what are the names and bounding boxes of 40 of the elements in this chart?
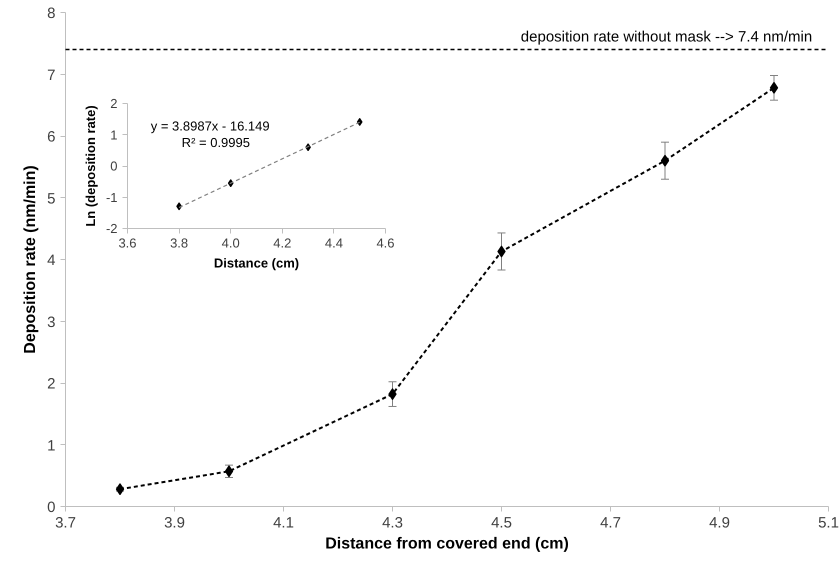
y-tick-label: -1 [106,190,118,205]
annotation: y = 3.8987x - 16.149 [150,118,270,134]
y-tick-label: 5 [47,190,56,208]
y-tick-label: 4 [47,252,56,269]
x-tick-label: 5.1 [818,514,839,532]
y-tick-label: 6 [47,128,56,146]
y-tick-label: 2 [110,96,118,111]
x-tick-label: 4.4 [324,236,343,250]
x-tick-label: 3.7 [55,514,76,532]
x-axis-title: Distance from covered end (cm) [325,536,569,552]
x-axis-title: Distance (cm) [214,256,300,270]
point [770,82,778,94]
point [116,483,124,496]
point [388,388,397,400]
x-tick-label: 4.2 [273,236,292,250]
annotation: R² = 0.9995 [182,134,250,150]
x-tick-label: 3.6 [118,236,137,250]
y-tick-label: 2 [47,376,56,392]
y-tick-label: 3 [47,314,56,331]
point [497,245,506,258]
ref-line-label: deposition rate without mask --> 7.4 nm/min [520,28,812,46]
y-tick-label: 7 [47,66,56,84]
y-tick-label: 0 [110,158,118,174]
x-tick-label: 4.7 [600,514,621,532]
y-tick-label: -2 [106,221,118,236]
x-tick-label: 4.0 [222,236,240,250]
x-tick-label: 4.3 [382,514,403,532]
y-tick-label: 1 [110,127,118,142]
y-tick-label: 1 [47,437,56,454]
point [660,154,670,167]
x-tick-label: 4.6 [376,236,395,250]
x-tick-label: 4.5 [491,514,512,532]
x-tick-label: 4.1 [273,514,294,532]
x-tick-label: 4.9 [709,514,730,532]
y-tick-label: 8 [47,5,56,22]
y-axis-title: Ln (deposition rate) [82,105,98,227]
x-tick-label: 3.9 [164,514,185,532]
x-tick-label: 3.8 [170,236,188,250]
y-axis-title: Deposition rate (nm/min) [22,165,40,354]
y-tick-label: 0 [47,499,56,516]
